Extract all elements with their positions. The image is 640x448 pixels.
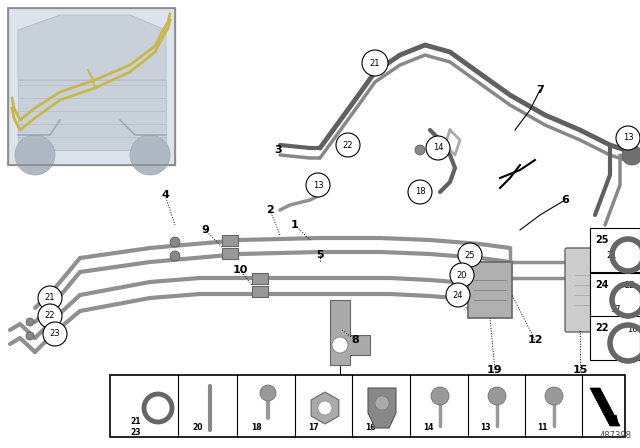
Text: 20: 20 <box>457 271 467 280</box>
Bar <box>18 80 166 150</box>
Text: 12: 12 <box>527 335 543 345</box>
Text: 18: 18 <box>251 422 261 431</box>
Bar <box>252 273 268 284</box>
Text: 21: 21 <box>45 293 55 302</box>
Text: 15: 15 <box>572 365 588 375</box>
Text: 22: 22 <box>625 280 636 289</box>
Circle shape <box>426 136 450 160</box>
Bar <box>222 248 238 259</box>
Circle shape <box>603 298 627 322</box>
Text: 7: 7 <box>536 85 544 95</box>
Text: 6: 6 <box>561 195 569 205</box>
Text: 16: 16 <box>365 422 375 431</box>
Circle shape <box>458 243 482 267</box>
Text: 21: 21 <box>370 59 380 68</box>
Circle shape <box>619 291 637 309</box>
Circle shape <box>618 273 640 297</box>
Circle shape <box>375 396 389 410</box>
Circle shape <box>26 318 34 326</box>
Text: 13: 13 <box>623 134 634 142</box>
Text: 19: 19 <box>487 365 503 375</box>
Circle shape <box>15 135 55 175</box>
Polygon shape <box>18 15 166 80</box>
Circle shape <box>38 304 62 328</box>
Circle shape <box>38 286 62 310</box>
FancyBboxPatch shape <box>565 248 625 332</box>
Text: 17: 17 <box>308 422 318 431</box>
Circle shape <box>43 322 67 346</box>
Bar <box>8 8 175 165</box>
Text: 8: 8 <box>351 335 359 345</box>
Circle shape <box>415 145 425 155</box>
Bar <box>252 286 268 297</box>
Text: 24: 24 <box>595 280 609 290</box>
Circle shape <box>151 401 165 415</box>
Polygon shape <box>330 300 370 365</box>
Text: 2: 2 <box>266 205 274 215</box>
Circle shape <box>408 180 432 204</box>
Text: 22: 22 <box>595 323 609 333</box>
Text: 13: 13 <box>480 422 490 431</box>
Circle shape <box>600 243 624 267</box>
Text: 22: 22 <box>343 141 353 150</box>
Circle shape <box>332 337 348 353</box>
Text: 9: 9 <box>201 225 209 235</box>
Circle shape <box>362 50 388 76</box>
Text: 11: 11 <box>334 410 346 419</box>
Circle shape <box>170 237 180 247</box>
Circle shape <box>328 403 352 427</box>
Text: 22: 22 <box>45 311 55 320</box>
Text: 24: 24 <box>452 290 463 300</box>
Text: 14: 14 <box>423 422 433 431</box>
Bar <box>590 316 640 360</box>
Text: 3: 3 <box>274 145 282 155</box>
Text: 20: 20 <box>193 422 204 431</box>
Circle shape <box>336 133 360 157</box>
Text: 13: 13 <box>313 181 323 190</box>
Bar <box>590 273 640 317</box>
Circle shape <box>446 283 470 307</box>
Circle shape <box>306 173 330 197</box>
Text: 10: 10 <box>232 265 248 275</box>
Circle shape <box>450 263 474 287</box>
Circle shape <box>545 387 563 405</box>
Text: 5: 5 <box>316 250 324 260</box>
Text: 25: 25 <box>595 235 609 245</box>
Text: 17: 17 <box>610 306 620 314</box>
Bar <box>468 262 512 318</box>
Circle shape <box>170 251 180 261</box>
Polygon shape <box>368 388 396 428</box>
Circle shape <box>431 387 449 405</box>
Circle shape <box>130 135 170 175</box>
Text: 1: 1 <box>291 220 299 230</box>
Circle shape <box>616 126 640 150</box>
Text: 14: 14 <box>433 143 444 152</box>
Circle shape <box>622 145 640 165</box>
Text: 23: 23 <box>50 329 60 339</box>
Circle shape <box>620 318 640 342</box>
Polygon shape <box>311 392 339 424</box>
Text: 25: 25 <box>465 250 476 259</box>
Text: 487398: 487398 <box>600 431 632 440</box>
Text: 21: 21 <box>607 250 617 259</box>
Circle shape <box>488 387 506 405</box>
Text: 16: 16 <box>627 326 637 335</box>
Circle shape <box>318 401 332 415</box>
Circle shape <box>618 333 638 353</box>
Text: 11: 11 <box>537 422 547 431</box>
Circle shape <box>619 246 637 264</box>
Bar <box>8 8 175 165</box>
Bar <box>222 235 238 246</box>
Bar <box>590 228 640 272</box>
Text: 21
23: 21 23 <box>131 417 141 437</box>
Circle shape <box>260 385 276 401</box>
Polygon shape <box>590 388 620 426</box>
Text: 4: 4 <box>161 190 169 200</box>
Text: 18: 18 <box>415 188 426 197</box>
Bar <box>110 375 625 437</box>
Circle shape <box>26 332 34 340</box>
